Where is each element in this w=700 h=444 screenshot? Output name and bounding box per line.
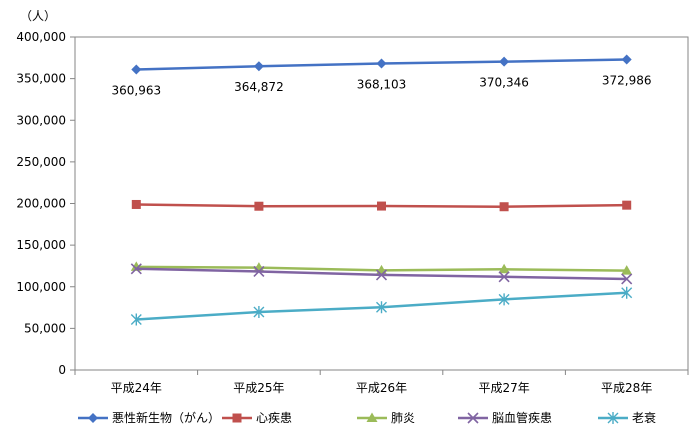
series-5	[130, 286, 633, 326]
y-tick-label: 100,000	[16, 280, 66, 294]
data-point	[131, 199, 141, 209]
data-point	[376, 301, 387, 314]
x-tick-label: 平成25年	[233, 381, 284, 395]
legend-marker	[88, 413, 98, 423]
y-axis: 0 50,000 100,000 150,000 200,000 250,000 300,0…	[16, 30, 75, 377]
legend-label: 悪性新生物（がん）	[112, 410, 220, 425]
data-point	[375, 269, 388, 281]
series-4	[130, 263, 633, 285]
legend-marker	[366, 412, 378, 422]
data-point	[499, 202, 509, 212]
legend-label: 肺炎	[391, 411, 415, 425]
data-label: 364,872	[234, 80, 284, 94]
legend-item: 脳血管疾患	[458, 410, 552, 425]
x-tick-label: 平成28年	[601, 381, 652, 395]
legend-label: 脳血管疾患	[492, 410, 552, 425]
data-label: 372,986	[602, 73, 652, 87]
data-point	[621, 286, 633, 299]
legend-item: 老衰	[598, 410, 656, 425]
data-point	[254, 201, 264, 211]
legend-marker	[467, 412, 479, 424]
y-tick-label: 250,000	[16, 155, 66, 169]
data-label: 370,346	[479, 76, 529, 90]
data-point	[130, 313, 142, 326]
data-label: 360,963	[111, 83, 161, 97]
legend-item: 心疾患	[222, 410, 292, 425]
legend-item: 悪性新生物（がん）	[78, 410, 220, 425]
y-tick-label: 0	[58, 363, 66, 377]
legend-label: 老衰	[632, 410, 656, 425]
data-labels: 360,963 364,872 368,103 370,346 372,986	[111, 73, 651, 97]
data-point	[499, 56, 510, 67]
series-group	[130, 54, 633, 326]
y-tick-label: 50,000	[24, 321, 66, 335]
data-point	[498, 271, 510, 283]
y-tick-label: 350,000	[16, 72, 66, 86]
y-tick-label: 200,000	[16, 197, 66, 211]
series-3	[130, 261, 633, 275]
data-point	[253, 265, 265, 278]
y-axis-unit-label: （人）	[20, 9, 56, 23]
data-point	[131, 64, 142, 75]
series-2	[131, 199, 632, 212]
data-point	[621, 265, 633, 275]
legend-item: 肺炎	[357, 411, 415, 425]
legend: 悪性新生物（がん） 心疾患 肺炎 脳血管疾患 老衰	[78, 410, 656, 425]
data-point	[376, 58, 387, 69]
x-axis: 平成24年 平成25年 平成26年 平成27年 平成28年	[74, 370, 689, 395]
legend-marker	[232, 413, 242, 423]
y-tick-label: 150,000	[16, 238, 66, 252]
data-point	[253, 61, 264, 72]
data-point	[621, 273, 633, 285]
data-point	[498, 293, 510, 306]
legend-label: 心疾患	[256, 410, 292, 425]
data-label: 368,103	[357, 78, 407, 92]
data-point	[621, 54, 632, 65]
plot-frame	[74, 36, 689, 371]
data-point	[253, 305, 265, 318]
data-point	[498, 263, 510, 274]
x-tick-label: 平成24年	[111, 381, 162, 395]
y-tick-label: 300,000	[16, 113, 66, 127]
data-point	[130, 263, 142, 275]
series-1	[131, 54, 632, 75]
x-tick-label: 平成26年	[356, 381, 407, 395]
data-point	[622, 200, 632, 210]
y-tick-label: 400,000	[16, 30, 66, 44]
x-tick-label: 平成27年	[478, 381, 529, 395]
legend-marker	[607, 412, 619, 424]
data-point	[377, 201, 386, 211]
plot-area-border	[74, 36, 689, 371]
